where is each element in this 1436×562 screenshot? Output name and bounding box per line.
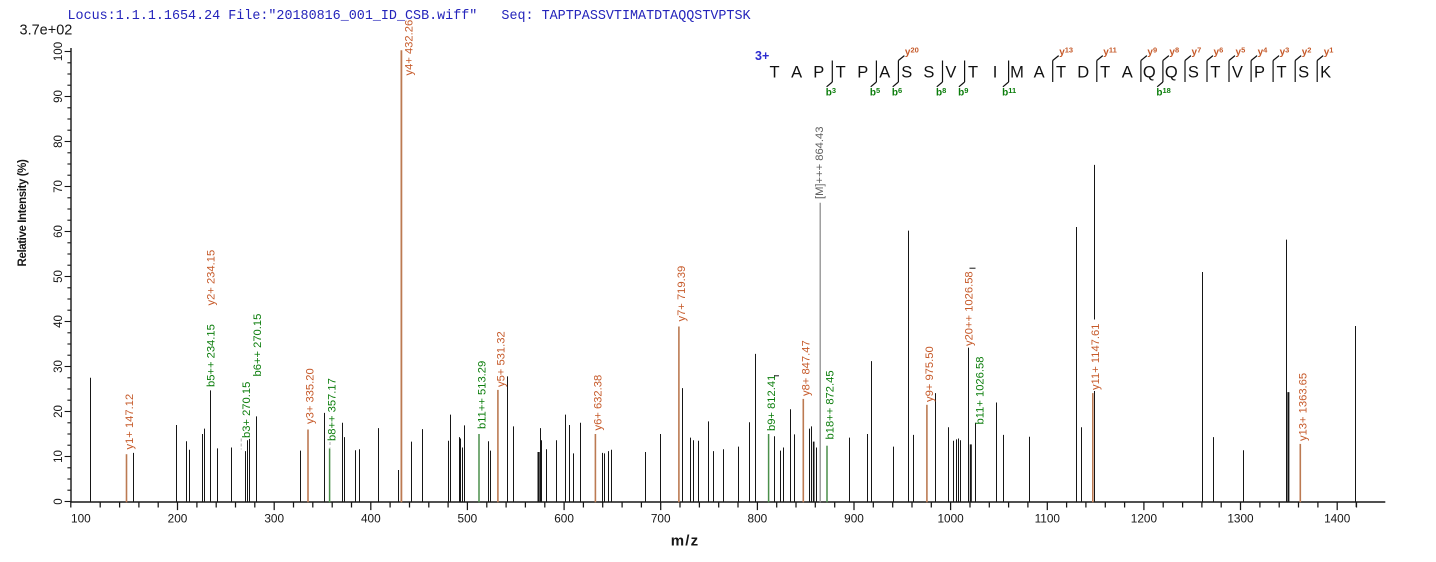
svg-text:y1+ 147.12: y1+ 147.12	[124, 394, 136, 450]
svg-text:b11++ 513.29: b11++ 513.29	[476, 361, 488, 429]
svg-text:10: 10	[53, 450, 65, 463]
svg-text:1100: 1100	[1035, 512, 1061, 526]
svg-text:300: 300	[264, 512, 284, 526]
svg-text:b9: b9	[958, 86, 968, 99]
svg-text:A: A	[791, 64, 802, 82]
svg-text:y9: y9	[1147, 46, 1157, 59]
svg-text:30: 30	[53, 360, 65, 373]
svg-text:80: 80	[53, 135, 65, 148]
svg-text:y7: y7	[1192, 46, 1202, 59]
svg-text:50: 50	[53, 270, 65, 283]
svg-text:y4: y4	[1258, 46, 1269, 59]
svg-text:y3+ 335.20: y3+ 335.20	[304, 368, 316, 424]
svg-text:y4+ 432.26: y4+ 432.26	[404, 20, 416, 76]
svg-text:y8: y8	[1169, 46, 1179, 59]
svg-text:V: V	[945, 64, 956, 82]
svg-text:T: T	[1210, 64, 1220, 82]
svg-text:b8: b8	[936, 86, 946, 99]
svg-text:70: 70	[53, 180, 65, 193]
svg-text:b9+ 812.41: b9+ 812.41	[766, 375, 778, 431]
svg-text:800: 800	[748, 512, 768, 526]
svg-text:90: 90	[53, 90, 65, 103]
svg-text:900: 900	[844, 512, 864, 526]
svg-text:y2: y2	[1302, 46, 1312, 59]
svg-text:Q: Q	[1165, 64, 1178, 82]
svg-text:b6: b6	[892, 86, 902, 99]
svg-text:y6+ 632.38: y6+ 632.38	[593, 375, 605, 431]
svg-text:T: T	[770, 64, 780, 82]
svg-text:[M]+++ 864.43: [M]+++ 864.43	[814, 127, 826, 199]
svg-text:100: 100	[71, 512, 91, 526]
svg-text:60: 60	[53, 225, 65, 238]
svg-text:T: T	[1100, 64, 1110, 82]
svg-text:Q: Q	[1143, 64, 1156, 82]
svg-text:b5: b5	[870, 86, 880, 99]
svg-text:P: P	[1254, 64, 1265, 82]
svg-text:3.7e+02: 3.7e+02	[20, 23, 73, 39]
svg-text:y7+ 719.39: y7+ 719.39	[676, 266, 688, 322]
svg-text:T: T	[836, 64, 846, 82]
svg-text:y11+ 1147.61: y11+ 1147.61	[1090, 324, 1102, 390]
svg-text:y5+ 531.32: y5+ 531.32	[496, 331, 508, 387]
svg-text:K: K	[1320, 64, 1331, 82]
svg-text:I: I	[993, 64, 998, 82]
svg-text:100: 100	[53, 42, 65, 61]
svg-text:T: T	[1056, 64, 1066, 82]
svg-text:1400: 1400	[1324, 512, 1351, 526]
svg-text:S: S	[901, 64, 912, 82]
svg-text:b18++ 872.45: b18++ 872.45	[824, 370, 836, 439]
svg-text:y8+ 847.47: y8+ 847.47	[801, 340, 813, 396]
svg-text:1300: 1300	[1227, 512, 1254, 526]
svg-text:V: V	[1232, 64, 1243, 82]
svg-text:b11+ 1026.58: b11+ 1026.58	[974, 357, 986, 425]
svg-text:A: A	[879, 64, 890, 82]
svg-text:y9+ 975.50: y9+ 975.50	[924, 346, 936, 402]
svg-text:600: 600	[554, 512, 574, 526]
svg-text:A: A	[1122, 64, 1133, 82]
svg-text:S: S	[1188, 64, 1199, 82]
svg-text:M: M	[1010, 64, 1024, 82]
svg-text:S: S	[923, 64, 934, 82]
svg-text:y5: y5	[1236, 46, 1246, 59]
svg-text:y20++ 1026.58: y20++ 1026.58	[963, 271, 975, 346]
svg-text:700: 700	[651, 512, 671, 526]
svg-text:T: T	[1276, 64, 1286, 82]
svg-text:b3+ 270.15: b3+ 270.15	[241, 382, 253, 438]
svg-text:S: S	[1298, 64, 1309, 82]
svg-text:0: 0	[53, 498, 65, 504]
svg-text:b8++ 357.17: b8++ 357.17	[327, 378, 339, 441]
svg-text:y3: y3	[1280, 46, 1290, 59]
svg-text:400: 400	[361, 512, 381, 526]
svg-text:D: D	[1077, 64, 1089, 82]
svg-text:y6: y6	[1214, 46, 1224, 59]
svg-text:3+: 3+	[755, 49, 769, 63]
svg-text:y2+ 234.15: y2+ 234.15	[205, 250, 217, 306]
svg-text:40: 40	[53, 315, 65, 328]
svg-text:b6++ 270.15: b6++ 270.15	[252, 314, 264, 377]
svg-text:20: 20	[53, 405, 65, 418]
svg-text:500: 500	[458, 512, 478, 526]
svg-text:m/z: m/z	[671, 533, 700, 550]
svg-text:A: A	[1034, 64, 1045, 82]
svg-text:T: T	[968, 64, 978, 82]
svg-text:y1: y1	[1324, 46, 1334, 59]
svg-text:Relative Intensity (%): Relative Intensity (%)	[17, 159, 29, 266]
svg-text:b3: b3	[826, 86, 836, 99]
svg-text:200: 200	[168, 512, 188, 526]
svg-text:Locus:1.1.1.1654.24 File:"2018: Locus:1.1.1.1654.24 File:"20180816_001_I…	[68, 9, 752, 24]
svg-text:b5++ 234.15: b5++ 234.15	[205, 324, 217, 387]
svg-text:y13+ 1363.65: y13+ 1363.65	[1298, 373, 1310, 441]
svg-text:1000: 1000	[937, 512, 964, 526]
svg-text:1200: 1200	[1131, 512, 1158, 526]
svg-text:P: P	[813, 64, 824, 82]
svg-text:P: P	[857, 64, 868, 82]
